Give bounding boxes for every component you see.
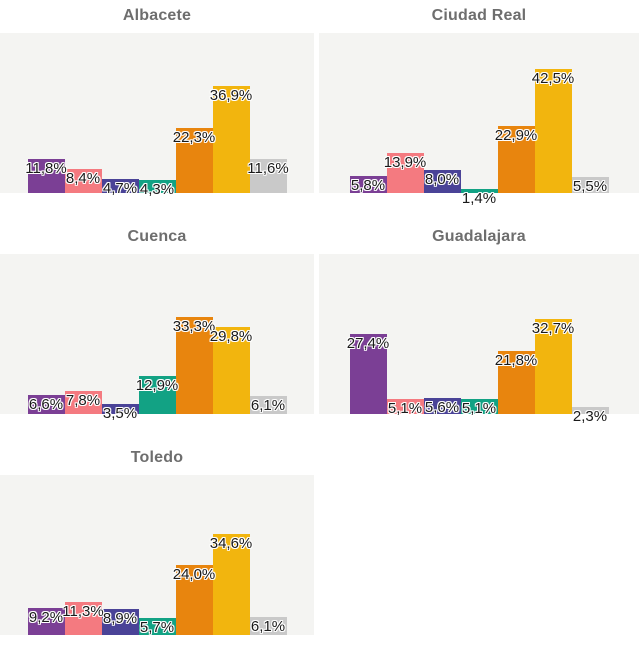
bar-teal: 12,9% (135, 376, 179, 414)
bar-gray: 11,6% (247, 159, 289, 193)
bar-salmon: 8,4% (64, 169, 102, 193)
bar-value-label: 6,6% (28, 396, 64, 413)
bar-teal: 4,3% (138, 180, 176, 198)
bar-yellow: 34,6% (209, 534, 253, 635)
bar-indigo: 8,9% (101, 609, 139, 635)
bar-salmon: 11,3% (62, 602, 104, 635)
bar-value-label: 11,3% (62, 603, 104, 620)
bar-purple: 6,6% (27, 395, 65, 414)
bar-value-label: 12,9% (135, 377, 179, 394)
chart-title-toledo: Toledo (130, 449, 184, 466)
bar-value-label: 21,8% (494, 352, 538, 369)
bar-teal: 5,1% (460, 399, 498, 417)
bar-value-label: 5,1% (387, 400, 423, 417)
bar-indigo: 4,7% (101, 179, 139, 197)
bar-value-label: 22,3% (172, 129, 216, 146)
bar-orange: 22,9% (494, 126, 538, 193)
bar-value-label: 34,6% (209, 535, 253, 552)
bar-value-label: 9,2% (28, 609, 64, 626)
bar-yellow: 36,9% (209, 86, 253, 193)
bar-indigo: 8,0% (423, 170, 461, 193)
chart-plot-area-albacete: 11,8% 8,4% 4,7% 4,3% 22,3% 36,9% 11,6% (0, 33, 314, 198)
chart-cuenca: Cuenca 6,6% 7,8% 3,5% 12,9% 33,3% 29,8% 6,1% (0, 221, 314, 422)
bar-salmon: 5,1% (386, 399, 424, 417)
bar-value-label: 29,8% (209, 328, 253, 345)
bar-gray: 6,1% (249, 617, 287, 635)
bar-orange: 33,3% (172, 317, 216, 414)
bar-gray: 2,3% (571, 407, 609, 425)
chart-title-ciudad-real: Ciudad Real (431, 7, 527, 24)
bar-value-label: 5,8% (350, 177, 386, 194)
bar-value-label: 6,1% (250, 618, 286, 635)
bar-value-label: 4,3% (139, 181, 175, 198)
bar-value-label: 22,9% (494, 127, 538, 144)
bar-value-label: 5,6% (424, 399, 460, 416)
bar-value-label: 1,4% (461, 190, 497, 207)
bar-orange: 21,8% (494, 351, 538, 414)
chart-plot-area-ciudad-real: 5,8% 13,9% 8,0% 1,4% 22,9% 42,5% 5,5% (319, 33, 639, 207)
bar-value-label: 5,1% (461, 400, 497, 417)
bar-teal: 1,4% (460, 189, 498, 207)
bar-value-label: 8,4% (65, 170, 101, 187)
bar-value-label: 8,9% (102, 610, 138, 627)
chart-albacete: Albacete 11,8% 8,4% 4,7% 4,3% 22,3% 36,9% 11,6… (0, 0, 314, 198)
bar-value-label: 5,7% (139, 619, 175, 636)
bar-orange: 22,3% (172, 128, 216, 193)
chart-guadalajara: Guadalajara 27,4% 5,1% 5,6% 5,1% 21,8% 32,7% 2… (319, 221, 639, 425)
bar-value-label: 42,5% (531, 70, 575, 87)
bar-value-label: 6,1% (250, 397, 286, 414)
bar-purple: 9,2% (27, 608, 65, 635)
chart-title-guadalajara: Guadalajara (432, 228, 526, 245)
bar-yellow: 29,8% (209, 327, 253, 414)
bar-gray: 5,5% (571, 177, 609, 195)
bar-purple: 11,8% (25, 159, 67, 193)
bar-value-label: 11,6% (247, 160, 289, 177)
bar-teal: 5,7% (138, 618, 176, 636)
chart-ciudad-real: Ciudad Real 5,8% 13,9% 8,0% 1,4% 22,9% 42,5% 5… (319, 0, 639, 207)
bar-yellow: 32,7% (531, 319, 575, 414)
bar-value-label: 5,5% (572, 178, 608, 195)
chart-plot-area-cuenca: 6,6% 7,8% 3,5% 12,9% 33,3% 29,8% 6,1% (0, 254, 314, 422)
bar-value-label: 11,8% (25, 160, 67, 177)
bar-indigo: 5,6% (423, 398, 461, 416)
bar-purple: 27,4% (346, 334, 390, 414)
bar-orange: 24,0% (172, 565, 216, 635)
bar-yellow: 42,5% (531, 69, 575, 193)
bar-value-label: 3,5% (102, 405, 138, 422)
bar-value-label: 33,3% (172, 318, 216, 335)
bar-value-label: 8,0% (424, 171, 460, 188)
chart-title-albacete: Albacete (122, 7, 192, 24)
chart-title-cuenca: Cuenca (127, 228, 187, 245)
bar-salmon: 7,8% (64, 391, 102, 414)
bar-value-label: 36,9% (209, 87, 253, 104)
bar-gray: 6,1% (249, 396, 287, 414)
bar-value-label: 13,9% (383, 154, 427, 171)
small-multiples-grid: Albacete 11,8% 8,4% 4,7% 4,3% 22,3% 36,9% 11,6… (0, 0, 639, 636)
bar-salmon: 13,9% (383, 153, 427, 193)
bar-value-label: 7,8% (65, 392, 101, 409)
bar-value-label: 32,7% (531, 320, 575, 337)
bar-value-label: 24,0% (172, 566, 216, 583)
bar-value-label: 2,3% (572, 408, 608, 425)
bar-value-label: 27,4% (346, 335, 390, 352)
bar-indigo: 3,5% (101, 404, 139, 422)
chart-toledo: Toledo 9,2% 11,3% 8,9% 5,7% 24,0% 34,6% 6,1% (0, 442, 314, 636)
chart-plot-area-toledo: 9,2% 11,3% 8,9% 5,7% 24,0% 34,6% 6,1% (0, 475, 314, 636)
bar-purple: 5,8% (349, 176, 387, 194)
bar-value-label: 4,7% (102, 180, 138, 197)
chart-plot-area-guadalajara: 27,4% 5,1% 5,6% 5,1% 21,8% 32,7% 2,3% (319, 254, 639, 425)
